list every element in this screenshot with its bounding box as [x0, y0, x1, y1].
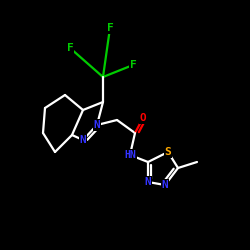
- Text: HN: HN: [124, 150, 136, 160]
- Text: F: F: [66, 43, 73, 53]
- Text: O: O: [140, 113, 146, 123]
- Text: N: N: [94, 120, 100, 130]
- Text: N: N: [162, 180, 168, 190]
- Text: S: S: [164, 147, 172, 157]
- Text: F: F: [106, 23, 114, 33]
- Text: N: N: [80, 135, 86, 145]
- Text: N: N: [144, 177, 152, 187]
- Text: F: F: [130, 60, 136, 70]
